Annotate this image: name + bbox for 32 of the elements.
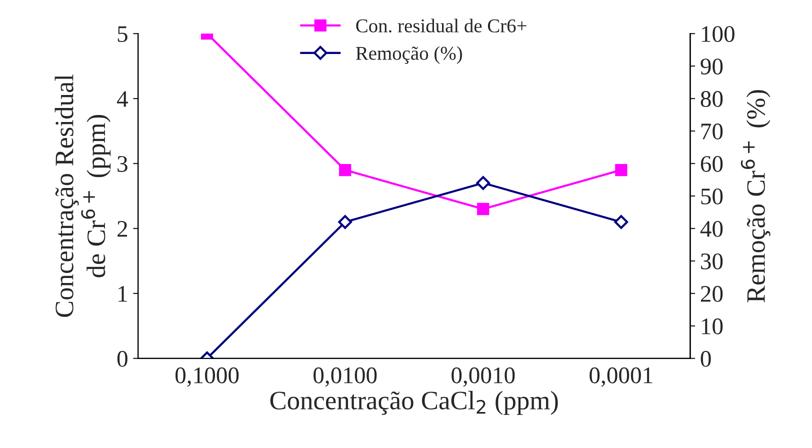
y-tick-label: 1 xyxy=(118,286,127,302)
y2-tick-label: 70 xyxy=(701,124,723,140)
y2-tick-label: 60 xyxy=(700,156,723,172)
point xyxy=(614,215,628,229)
y-tick-label: 0 xyxy=(117,350,128,367)
point xyxy=(615,164,628,176)
y-tick-label: 2 xyxy=(118,221,128,237)
x-tick-label: 0,0010 xyxy=(452,367,515,387)
y2-tick-label: 50 xyxy=(701,188,723,204)
y-tick-label: 5 xyxy=(118,26,128,42)
y2-tick-label: 100 xyxy=(702,26,734,42)
point xyxy=(339,164,352,176)
x-tick-label: 0,0100 xyxy=(314,367,377,387)
legend-label: Con. residual de Cr6+ xyxy=(356,18,526,33)
y2-tick-label: 30 xyxy=(701,253,723,270)
y2-tick-label: 40 xyxy=(700,220,723,237)
y-tick-label: 4 xyxy=(116,91,128,107)
y2-axis-title: Remoção Cr$^{6+}$ (%) xyxy=(740,90,770,302)
point xyxy=(477,202,490,216)
y2-tick-label: 80 xyxy=(700,91,723,107)
x-axis-title: Concentração CaCl$_{2}$ (ppm) xyxy=(270,390,558,415)
x-tick-label: 0,1000 xyxy=(175,367,239,387)
y-tick-label: 3 xyxy=(118,156,128,172)
legend-label: Remoção (%) xyxy=(356,46,462,64)
x-tick-label: 0,0001 xyxy=(590,367,652,387)
y2-tick-label: 0 xyxy=(700,350,711,367)
y2-tick-label: 90 xyxy=(700,58,723,75)
y2-tick-label: 20 xyxy=(700,286,723,302)
point xyxy=(476,176,490,190)
y2-tick-label: 10 xyxy=(702,318,723,334)
point xyxy=(338,215,352,229)
y-axis-title: Concentração Residual de Cr$^{6+}$ (ppm) xyxy=(54,74,111,317)
